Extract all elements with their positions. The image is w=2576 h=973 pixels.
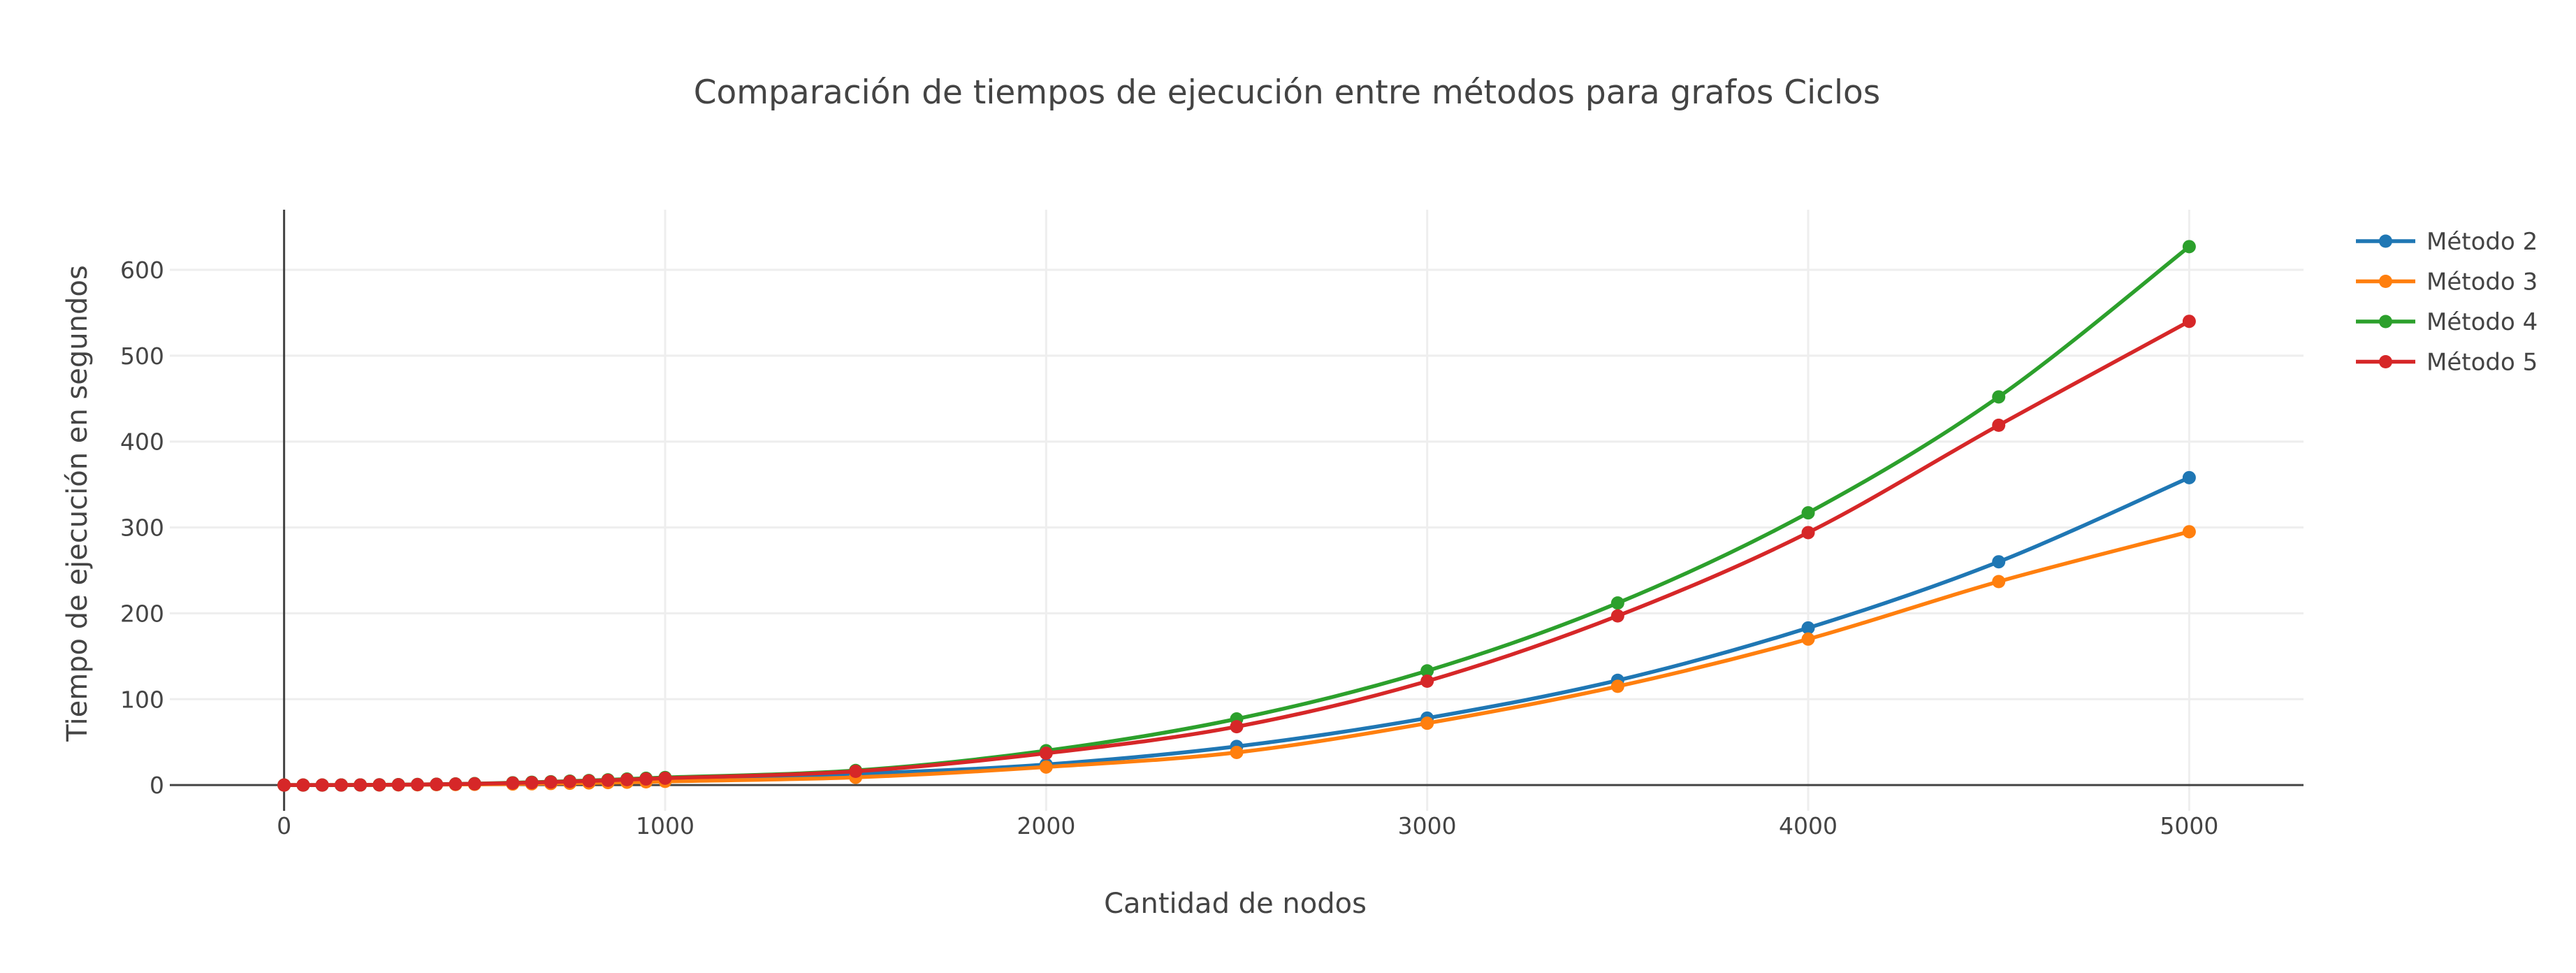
legend-marker	[2379, 355, 2392, 368]
chart-title: Comparación de tiempos de ejecución entr…	[694, 73, 1881, 112]
y-tick-label: 0	[150, 772, 164, 799]
y-tick-label: 100	[120, 686, 164, 713]
legend-item: Método 2	[2356, 228, 2538, 256]
data-point	[1420, 664, 1434, 678]
data-point	[849, 764, 863, 778]
grid	[170, 210, 2304, 811]
legend-item: Método 5	[2356, 349, 2538, 377]
legend-marker	[2379, 275, 2392, 288]
legend-label: Método 2	[2426, 228, 2538, 256]
x-tick-label: 1000	[636, 812, 694, 839]
data-point	[1992, 555, 2006, 569]
data-point	[430, 777, 444, 791]
data-point	[563, 774, 577, 788]
data-point	[2182, 525, 2196, 539]
data-point	[1992, 575, 2006, 589]
series-line	[282, 475, 2192, 787]
x-tick-label: 3000	[1398, 812, 1457, 839]
data-point	[467, 777, 481, 791]
legend-item: Método 4	[2356, 308, 2538, 336]
data-point	[1801, 506, 1815, 520]
data-point	[1230, 720, 1244, 734]
y-tick-label: 500	[120, 343, 164, 370]
data-point	[658, 771, 672, 785]
y-tick-label: 300	[120, 514, 164, 542]
data-point	[1610, 596, 1624, 610]
legend-label: Método 3	[2426, 268, 2538, 296]
y-tick-label: 400	[120, 428, 164, 456]
legend-label: Método 4	[2426, 308, 2538, 336]
data-point	[1801, 526, 1815, 540]
series-layer	[277, 240, 2196, 792]
data-point	[372, 778, 386, 792]
data-point	[1230, 745, 1244, 759]
y-tick-label: 600	[120, 257, 164, 284]
data-point	[582, 774, 596, 788]
data-point	[277, 778, 291, 792]
data-point	[354, 778, 368, 792]
data-point	[1039, 747, 1053, 761]
x-tick-label: 4000	[1779, 812, 1838, 839]
data-point	[1039, 760, 1053, 774]
data-point	[2182, 240, 2196, 254]
legend-label: Método 5	[2426, 349, 2538, 377]
data-point	[506, 776, 520, 790]
data-point	[601, 773, 615, 787]
y-axis-title: Tiempo de ejecución en segundos	[61, 265, 94, 742]
x-tick-label: 0	[277, 812, 291, 839]
data-point	[1801, 621, 1815, 635]
data-point	[1992, 390, 2006, 404]
data-point	[525, 776, 539, 790]
series-2	[277, 525, 2196, 792]
data-point	[1801, 632, 1815, 646]
data-point	[334, 778, 348, 792]
series-4	[277, 315, 2196, 792]
legend-item: Método 3	[2356, 268, 2538, 296]
data-point	[449, 777, 463, 791]
data-point	[296, 778, 310, 792]
data-point	[2182, 470, 2196, 484]
legend-marker	[2379, 315, 2392, 329]
data-point	[315, 778, 329, 792]
x-tick-label: 5000	[2160, 812, 2218, 839]
data-point	[1610, 679, 1624, 693]
series-line	[282, 245, 2192, 787]
data-point	[1420, 716, 1434, 730]
data-point	[1420, 674, 1434, 688]
legend: Método 2 Método 3 Método 4 Método 5	[2356, 228, 2538, 377]
data-point	[1610, 609, 1624, 623]
series-3	[277, 240, 2196, 792]
data-point	[544, 775, 558, 789]
tick-labels: 0 1000 2000 3000 4000 5000 0 100 200 300 400 500 600	[120, 257, 2218, 839]
legend-marker	[2379, 234, 2392, 248]
data-point	[1992, 418, 2006, 432]
x-tick-label: 2000	[1017, 812, 1075, 839]
data-point	[2182, 315, 2196, 329]
y-tick-label: 200	[120, 600, 164, 627]
series-1	[277, 470, 2196, 792]
data-point	[410, 777, 424, 791]
data-point	[639, 772, 653, 786]
data-point	[391, 778, 405, 792]
x-axis-title: Cantidad de nodos	[1104, 888, 1367, 920]
data-point	[620, 772, 634, 786]
